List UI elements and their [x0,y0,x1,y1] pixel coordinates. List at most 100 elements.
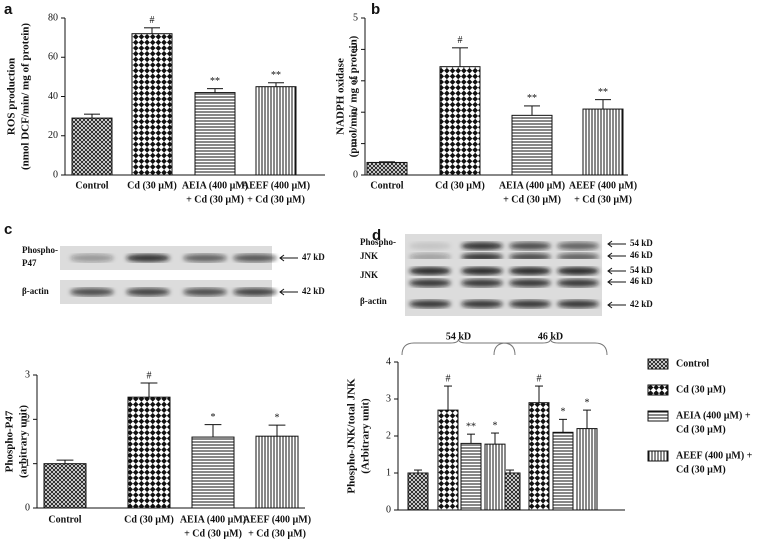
bar [582,108,624,176]
blot-label: JNK [360,251,378,261]
significance: ** [271,70,281,81]
bar [191,436,235,509]
blot-band [461,300,503,308]
bar [460,442,482,511]
x-tick-label: AEEF (400 µM) [569,180,637,191]
x-tick-label: Control [75,180,108,191]
blot-band [557,279,599,287]
y-tick-label: 2 [25,414,30,425]
bar [437,409,459,511]
blot-band [233,288,277,296]
significance: ** [466,421,476,432]
blot-band [557,267,599,275]
x-tick-label: Control [370,180,403,191]
x-tick-label: Cd (30 µM) [435,180,485,191]
blot-band [461,279,503,287]
panel-label: c [4,221,12,238]
blot-band [461,267,503,275]
bar [255,86,297,176]
bar [552,431,574,511]
x-tick-label: + Cd (30 µM) [248,528,306,539]
y-tick-label: 2 [386,430,391,441]
blot-band [557,300,599,308]
bar [366,161,408,176]
y-axis-label: (nmol DCF/min/ mg of protein) [20,23,32,170]
y-tick-label: 80 [48,12,58,23]
y-tick-label: 0 [25,502,30,513]
x-tick-label: + Cd (30 µM) [184,528,242,539]
blot-label: β-actin [22,286,49,296]
significance: * [493,420,498,431]
blot-band [126,288,170,296]
blot-marker: 47 kD [302,252,325,262]
legend-swatch [647,358,669,370]
x-tick-label: + Cd (30 µM) [247,194,305,205]
legend-label: AEEF (400 µM) + [676,450,753,461]
x-tick-label: Cd (30 µM) [127,180,177,191]
blot-marker: 54 kD [630,265,653,275]
bar [576,428,598,511]
bar [439,66,481,176]
panel-label: b [371,1,380,18]
bar [528,402,550,511]
blot-band [509,267,551,275]
legend-swatch [647,450,669,462]
blot-marker: 42 kD [302,286,325,296]
blot-band [461,242,503,250]
y-tick-label: 3 [25,369,30,380]
y-tick-label: 40 [48,91,58,102]
bar [407,472,429,511]
blot-marker: 54 kD [630,238,653,248]
bar [43,463,87,509]
legend-swatch [647,384,669,396]
arrow [607,240,626,248]
blot-band [233,254,277,262]
significance: * [275,412,280,423]
arrow [607,252,626,260]
significance: ** [598,87,608,98]
x-tick-label: AEIA (400 µM) [499,180,565,191]
blot-band [126,254,170,262]
y-tick-label: 2 [353,106,358,117]
blot-band [509,242,551,250]
y-axis-label: ROS production [6,58,18,135]
bar [71,117,113,176]
significance: * [561,407,566,418]
panel-label: a [4,1,13,18]
bar [194,92,236,176]
blot-label: Phospho- [360,237,396,247]
y-tick-label: 5 [353,12,358,23]
significance: # [537,373,542,384]
brace [493,338,608,356]
legend-label: Control [676,358,709,369]
blot-band [183,288,227,296]
legend-swatch [647,410,669,422]
significance: * [585,397,590,408]
arrow [279,254,298,262]
blot-band [409,279,451,287]
blot-band [409,242,451,250]
y-tick-label: 4 [353,44,358,55]
significance: # [458,35,463,46]
blot-band [409,300,451,308]
y-axis-label: Phospho-JNK/total JNK [346,378,358,494]
x-tick-label: + Cd (30 µM) [503,194,561,205]
bar [511,114,553,176]
blot-band [70,254,114,262]
y-tick-label: 1 [353,138,358,149]
significance: ** [527,93,537,104]
bar [127,396,171,509]
legend-label: Cd (30 µM) [676,424,726,435]
x-tick-label: + Cd (30 µM) [186,194,244,205]
arrow [607,278,626,286]
blot-marker: 42 kD [630,299,653,309]
y-axis-label: (arbitrary unit) [18,405,30,478]
x-tick-label: AEEF (400 µM) [243,514,311,525]
y-tick-label: 3 [353,75,358,86]
y-axis-label: Phospho-P47 [4,410,16,472]
y-tick-label: 1 [25,458,30,469]
blot-label: JNK [360,270,378,280]
blot-marker: 46 kD [630,276,653,286]
significance: ** [210,76,220,87]
